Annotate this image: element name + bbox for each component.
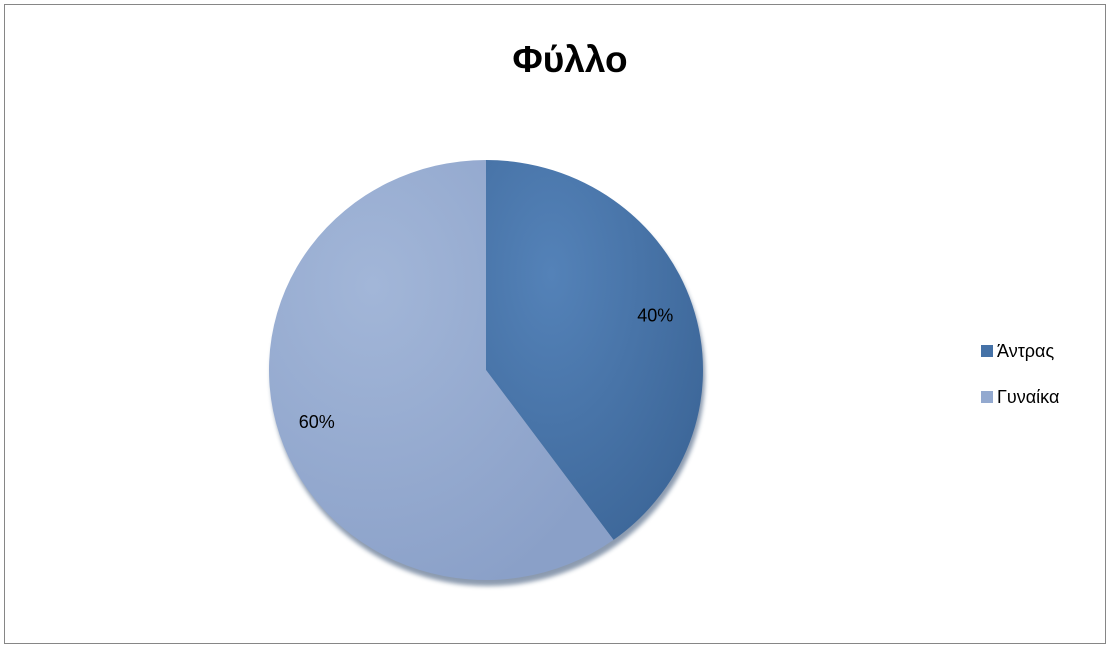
legend-swatch-andras — [981, 345, 993, 357]
pie-slice-gynaika — [268, 160, 614, 580]
legend-label-andras: Άντρας — [997, 340, 1055, 361]
data-label-andras: 40% — [637, 306, 673, 326]
pie-slice-andras — [486, 160, 703, 540]
legend-swatch-gynaika — [981, 391, 993, 403]
chart-title: Φύλλο — [512, 39, 628, 80]
pie-chart: 40% 60% — [268, 160, 705, 586]
chart-area: Φύλλο 40% 60% Άντρας Γυναίκα — [4, 4, 1106, 644]
legend-item-gynaika: Γυναίκα — [981, 387, 1059, 407]
data-label-gynaika: 60% — [299, 412, 335, 432]
legend-label-gynaika: Γυναίκα — [997, 386, 1060, 407]
legend-item-andras: Άντρας — [981, 341, 1059, 361]
legend: Άντρας Γυναίκα — [981, 341, 1059, 433]
